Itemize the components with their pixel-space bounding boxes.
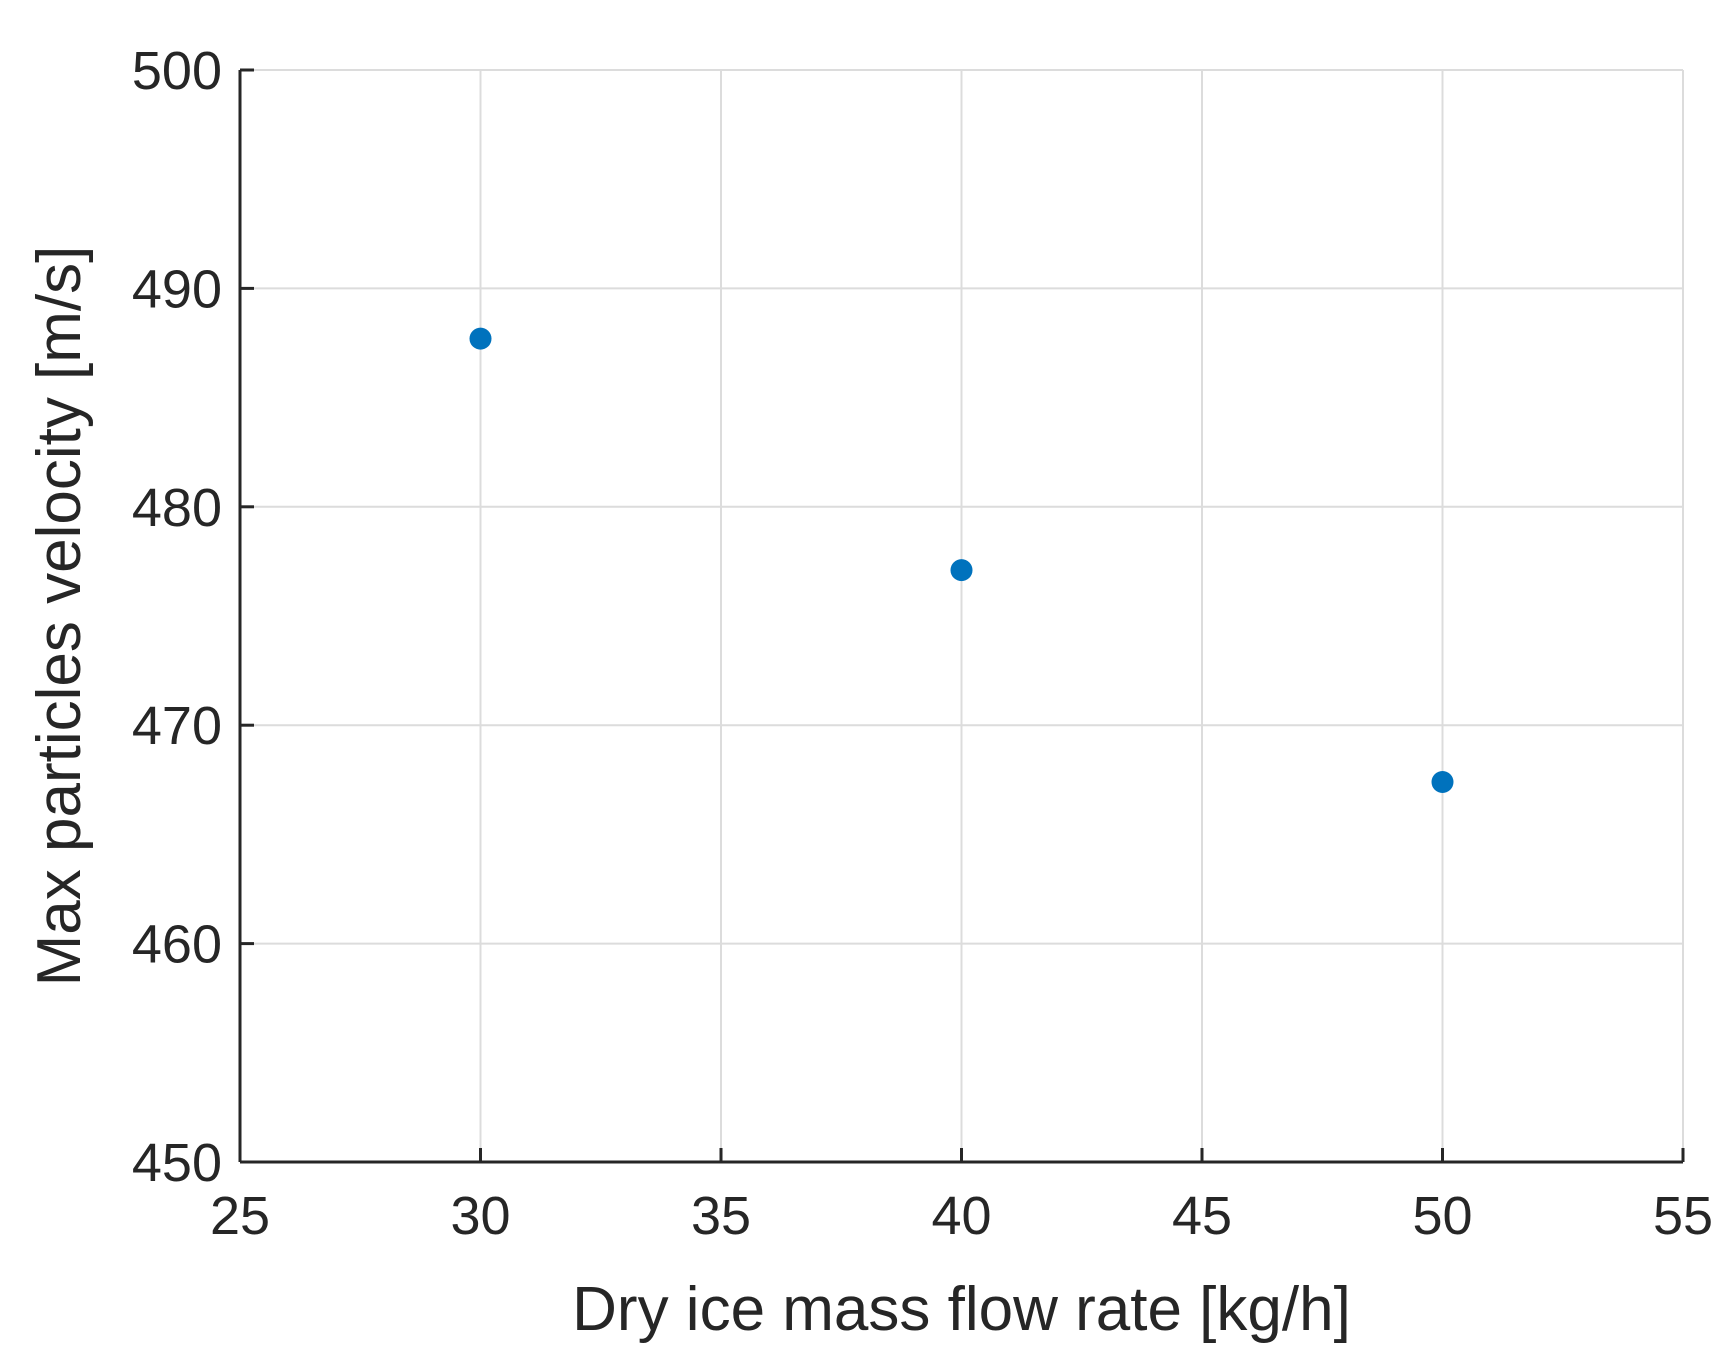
x-tick-label: 40 — [931, 1186, 991, 1246]
y-tick-label: 500 — [132, 41, 222, 101]
x-tick-label: 30 — [450, 1186, 510, 1246]
data-point — [1431, 770, 1454, 793]
y-tick-label: 490 — [132, 259, 222, 319]
y-tick-label: 470 — [132, 696, 222, 756]
data-point — [950, 559, 973, 582]
x-tick-label: 45 — [1172, 1186, 1232, 1246]
axes: 25 30 35 40 45 50 55 450 460 470 480 490 500 — [132, 41, 1713, 1246]
data-point — [469, 327, 492, 350]
x-axis-title: Dry ice mass flow rate [kg/h] — [572, 1275, 1351, 1344]
y-tick-label: 450 — [132, 1133, 222, 1193]
x-axis: 25 30 35 40 45 50 55 — [210, 1148, 1713, 1246]
y-axis: 450 460 470 480 490 500 — [132, 41, 254, 1193]
y-axis-title: Max particles velocity [m/s] — [25, 246, 94, 987]
x-tick-label: 50 — [1412, 1186, 1472, 1246]
y-tick-label: 480 — [132, 478, 222, 538]
x-tick-label: 35 — [691, 1186, 751, 1246]
y-tick-label: 460 — [132, 915, 222, 975]
grid — [239, 69, 1684, 1163]
x-tick-label: 25 — [210, 1186, 270, 1246]
data-points — [469, 327, 1454, 793]
x-tick-label: 55 — [1653, 1186, 1713, 1246]
